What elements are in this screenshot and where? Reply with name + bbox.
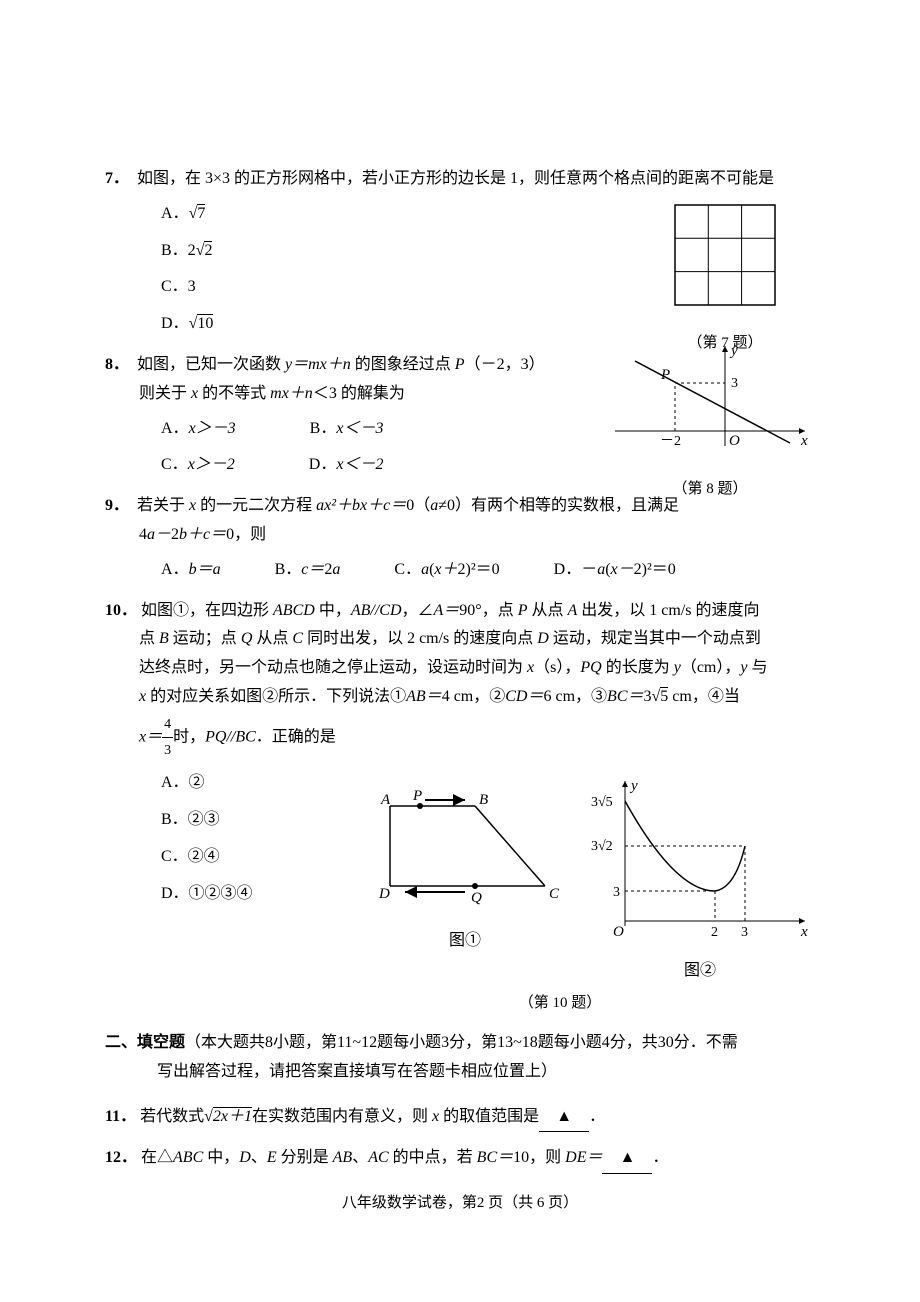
- svg-text:3: 3: [741, 925, 748, 940]
- q9-text: 若关于 x 的一元二次方程 ax²＋bx＋c＝0（a≠0）有两个相等的实数根，且…: [137, 497, 679, 514]
- svg-text:3√5: 3√5: [591, 795, 613, 810]
- trapezoid-icon: A P B D Q C: [365, 776, 565, 916]
- q10-line2: 点 B 运动；点 Q 从点 C 同时出发，以 2 cm/s 的速度向点 D 运动…: [139, 625, 815, 654]
- section-2: 二、填空题（本大题共8小题，第11~12题每小题3分，第13~18题每小题4分，…: [105, 1029, 815, 1087]
- page-footer: 八年级数学试卷，第2 页（共 6 页）: [105, 1190, 815, 1217]
- q9-optC: C．a(x＋2)²＝0: [394, 556, 499, 585]
- q10-line4: x 的对应关系如图②所示．下列说法①AB＝4 cm，②CD＝6 cm，③BC＝3…: [139, 683, 815, 712]
- question-9: 9． 若关于 x 的一元二次方程 ax²＋bx＋c＝0（a≠0）有两个相等的实数…: [105, 492, 815, 584]
- q7-figure: （第 7 题）: [665, 195, 785, 357]
- q10-fig1: A P B D Q C 图①: [365, 776, 565, 986]
- q8-text: 如图，已知一次函数 y＝mx＋n 的图象经过点 P（－2，3）: [137, 356, 545, 373]
- q10-num: 10．: [105, 597, 137, 626]
- q9-optA: A．b＝a: [161, 556, 221, 585]
- q12-blank: ▲: [602, 1144, 652, 1174]
- svg-text:O: O: [729, 433, 740, 449]
- q9-num: 9．: [105, 492, 133, 521]
- q8-optB: B．x＜－3: [310, 415, 384, 444]
- svg-text:3: 3: [731, 376, 738, 391]
- svg-text:O: O: [613, 924, 624, 940]
- q12-text: 在△ABC 中，D、E 分别是 AB、AC 的中点，若 BC＝10，则 DE＝▲…: [141, 1149, 668, 1166]
- svg-text:P: P: [412, 788, 422, 804]
- q10-line5: x＝43时，PQ//BC．正确的是: [139, 712, 815, 763]
- q8-optA: A．x＞－3: [161, 415, 236, 444]
- svg-text:－2: －2: [660, 434, 681, 449]
- q9-optB: B．c＝2a: [275, 556, 341, 585]
- q10-figures: A P B D Q C 图①: [365, 776, 815, 986]
- question-11: 11． 若代数式√2x＋1在实数范围内有意义，则 x 的取值范围是▲．: [105, 1103, 815, 1133]
- question-7: （第 7 题） 7． 如图，在 3×3 的正方形网格中，若小正方形的边长是 1，…: [105, 165, 815, 339]
- q7-num: 7．: [105, 165, 133, 194]
- q10-fig1-label: 图①: [365, 927, 565, 956]
- svg-text:P: P: [660, 367, 670, 383]
- q9-options: A．b＝a B．c＝2a C．a(x＋2)²＝0 D．－a(x－2)²＝0: [161, 556, 815, 585]
- q9-optD: D．－a(x－2)²＝0: [554, 556, 676, 585]
- q11-blank: ▲: [539, 1103, 589, 1133]
- svg-text:2: 2: [711, 925, 718, 940]
- q7-text: 如图，在 3×3 的正方形网格中，若小正方形的边长是 1，则任意两个格点间的距离…: [137, 170, 774, 187]
- q11-text: 若代数式√2x＋1在实数范围内有意义，则 x 的取值范围是▲．: [140, 1108, 605, 1125]
- section2-desc1: （本大题共8小题，第11~12题每小题3分，第13~18题每小题4分，共30分．…: [185, 1034, 738, 1051]
- q10-line3: 达终点时，另一个动点也随之停止运动，设运动时间为 x（s），PQ 的长度为 y（…: [139, 654, 815, 683]
- section2-head: 二、填空题: [105, 1034, 185, 1051]
- svg-text:y: y: [729, 343, 738, 359]
- svg-text:3: 3: [613, 885, 620, 900]
- question-10: 10． 如图①，在四边形 ABCD 中，AB//CD，∠A＝90°，点 P 从点…: [105, 597, 815, 1017]
- svg-text:B: B: [479, 792, 488, 808]
- q10-caption: （第 10 题）: [305, 990, 815, 1017]
- q10-line1: 如图①，在四边形 ABCD 中，AB//CD，∠A＝90°，点 P 从点 A 出…: [141, 602, 760, 619]
- q8-optC: C．x＞－2: [161, 451, 235, 480]
- q8-figure: P 3 －2 O x y （第 8 题）: [605, 341, 815, 503]
- question-8: P 3 －2 O x y （第 8 题） 8． 如图，已知一次函数 y＝mx＋n…: [105, 351, 815, 480]
- svg-text:D: D: [378, 886, 390, 902]
- q10-fig2: O x y 2 3 3 3√2 3√5 图②: [585, 776, 815, 986]
- q8-optD: D．x＜－2: [309, 451, 384, 480]
- svg-text:x: x: [800, 433, 808, 449]
- svg-text:A: A: [380, 792, 391, 808]
- svg-text:3√2: 3√2: [591, 839, 613, 854]
- q11-num: 11．: [105, 1103, 136, 1132]
- curve-graph-icon: O x y 2 3 3 3√2 3√5: [585, 776, 815, 946]
- q10-fig2-label: 图②: [585, 957, 815, 986]
- svg-text:Q: Q: [471, 890, 482, 906]
- linear-graph-icon: P 3 －2 O x y: [605, 341, 815, 461]
- q12-num: 12．: [105, 1144, 137, 1173]
- svg-text:y: y: [629, 778, 638, 794]
- question-12: 12． 在△ABC 中，D、E 分别是 AB、AC 的中点，若 BC＝10，则 …: [105, 1144, 815, 1174]
- section2-desc2: 写出解答过程，请把答案直接填写在答题卡相应位置上）: [157, 1058, 815, 1087]
- q9-line2: 4a－2b＋c＝0，则: [139, 521, 815, 550]
- svg-text:x: x: [800, 924, 808, 940]
- svg-text:C: C: [549, 886, 560, 902]
- grid-3x3-icon: [665, 195, 785, 315]
- q8-num: 8．: [105, 351, 133, 380]
